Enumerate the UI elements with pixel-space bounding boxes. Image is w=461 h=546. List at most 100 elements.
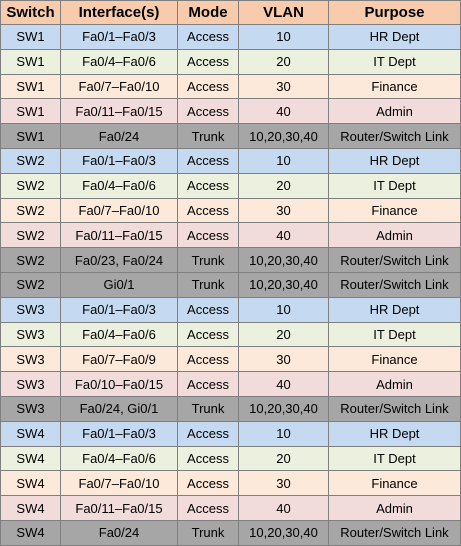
cell-switch: SW3 [0, 321, 61, 348]
cell-vlan: 40 [238, 371, 329, 397]
table-row: SW2 Fa0/7–Fa0/10 Access 30 Finance [0, 197, 461, 224]
table-row: SW4 Fa0/24 Trunk 10,20,30,40 Router/Switch L… [0, 519, 461, 546]
cell-purpose: IT Dept [328, 172, 461, 199]
cell-switch: SW2 [0, 247, 61, 273]
cell-interfaces: Fa0/23, Fa0/24 [60, 247, 178, 273]
cell-mode: Access [177, 420, 239, 447]
cell-interfaces: Fa0/4–Fa0/6 [60, 172, 178, 199]
header-interfaces: Interface(s) [60, 0, 178, 25]
cell-purpose: Finance [328, 346, 461, 373]
cell-purpose: Finance [328, 73, 461, 100]
cell-purpose: Admin [328, 495, 461, 521]
cell-switch: SW3 [0, 371, 61, 397]
cell-switch: SW1 [0, 123, 61, 149]
cell-switch: SW1 [0, 98, 61, 125]
cell-interfaces: Fa0/7–Fa0/10 [60, 197, 178, 224]
cell-mode: Access [177, 371, 239, 397]
cell-interfaces: Fa0/11–Fa0/15 [60, 222, 178, 249]
cell-switch: SW1 [0, 24, 61, 50]
cell-switch: SW3 [0, 395, 61, 422]
cell-purpose: Router/Switch Link [328, 395, 461, 422]
cell-mode: Access [177, 172, 239, 199]
header-switch: Switch [0, 0, 61, 25]
cell-switch: SW4 [0, 470, 61, 497]
cell-vlan: 20 [238, 172, 329, 199]
cell-interfaces: Fa0/7–Fa0/10 [60, 470, 178, 497]
cell-vlan: 10 [238, 147, 329, 174]
cell-vlan: 30 [238, 346, 329, 373]
cell-switch: SW4 [0, 519, 61, 546]
cell-mode: Access [177, 147, 239, 174]
table-row: SW1 Fa0/7–Fa0/10 Access 30 Finance [0, 73, 461, 100]
cell-mode: Trunk [177, 395, 239, 422]
cell-purpose: IT Dept [328, 445, 461, 472]
cell-purpose: IT Dept [328, 48, 461, 75]
cell-switch: SW4 [0, 445, 61, 472]
cell-mode: Access [177, 222, 239, 249]
cell-interfaces: Fa0/11–Fa0/15 [60, 98, 178, 125]
cell-interfaces: Fa0/1–Fa0/3 [60, 147, 178, 174]
cell-purpose: Admin [328, 98, 461, 125]
cell-vlan: 20 [238, 48, 329, 75]
cell-vlan: 10,20,30,40 [238, 247, 329, 273]
cell-mode: Access [177, 73, 239, 100]
cell-interfaces: Fa0/4–Fa0/6 [60, 48, 178, 75]
cell-switch: SW2 [0, 222, 61, 249]
cell-purpose: Router/Switch Link [328, 123, 461, 149]
table-row: SW1 Fa0/1–Fa0/3 Access 10 HR Dept [0, 24, 461, 50]
cell-vlan: 10,20,30,40 [238, 395, 329, 422]
cell-interfaces: Fa0/10–Fa0/15 [60, 371, 178, 397]
table-row: SW1 Fa0/4–Fa0/6 Access 20 IT Dept [0, 48, 461, 75]
cell-purpose: Finance [328, 197, 461, 224]
cell-vlan: 10 [238, 420, 329, 447]
table-row: SW4 Fa0/1–Fa0/3 Access 10 HR Dept [0, 420, 461, 447]
cell-interfaces: Gi0/1 [60, 271, 178, 298]
cell-mode: Trunk [177, 123, 239, 149]
cell-purpose: Router/Switch Link [328, 519, 461, 546]
cell-purpose: Router/Switch Link [328, 271, 461, 298]
cell-vlan: 10,20,30,40 [238, 271, 329, 298]
cell-mode: Trunk [177, 247, 239, 273]
cell-mode: Trunk [177, 271, 239, 298]
cell-vlan: 10 [238, 296, 329, 323]
cell-vlan: 30 [238, 197, 329, 224]
cell-mode: Trunk [177, 519, 239, 546]
cell-interfaces: Fa0/4–Fa0/6 [60, 445, 178, 472]
table-row: SW3 Fa0/4–Fa0/6 Access 20 IT Dept [0, 321, 461, 348]
table-body: SW1 Fa0/1–Fa0/3 Access 10 HR Dept SW1 Fa0/4–Fa… [0, 24, 461, 546]
table-row: SW3 Fa0/24, Gi0/1 Trunk 10,20,30,40 Router/S… [0, 395, 461, 422]
cell-switch: SW3 [0, 346, 61, 373]
cell-vlan: 30 [238, 73, 329, 100]
table-row: SW2 Fa0/1–Fa0/3 Access 10 HR Dept [0, 147, 461, 174]
cell-switch: SW2 [0, 147, 61, 174]
cell-mode: Access [177, 445, 239, 472]
cell-interfaces: Fa0/4–Fa0/6 [60, 321, 178, 348]
cell-purpose: Admin [328, 371, 461, 397]
cell-switch: SW2 [0, 271, 61, 298]
cell-interfaces: Fa0/24, Gi0/1 [60, 395, 178, 422]
table-row: SW2 Fa0/23, Fa0/24 Trunk 10,20,30,40 Router/… [0, 247, 461, 273]
cell-vlan: 10 [238, 24, 329, 50]
header-vlan: VLAN [238, 0, 329, 25]
cell-mode: Access [177, 24, 239, 50]
table-row: SW1 Fa0/24 Trunk 10,20,30,40 Router/Switch L… [0, 123, 461, 149]
cell-interfaces: Fa0/1–Fa0/3 [60, 24, 178, 50]
cell-purpose: Admin [328, 222, 461, 249]
cell-purpose: HR Dept [328, 296, 461, 323]
cell-switch: SW2 [0, 197, 61, 224]
table-row: SW2 Gi0/1 Trunk 10,20,30,40 Router/Switch Li… [0, 271, 461, 298]
table-row: SW4 Fa0/11–Fa0/15 Access 40 Admin [0, 495, 461, 521]
cell-purpose: HR Dept [328, 147, 461, 174]
header-mode: Mode [177, 0, 239, 25]
header-purpose: Purpose [328, 0, 461, 25]
table-row: SW3 Fa0/10–Fa0/15 Access 40 Admin [0, 371, 461, 397]
cell-mode: Access [177, 495, 239, 521]
cell-switch: SW1 [0, 48, 61, 75]
cell-purpose: HR Dept [328, 24, 461, 50]
cell-vlan: 40 [238, 98, 329, 125]
cell-mode: Access [177, 48, 239, 75]
cell-interfaces: Fa0/7–Fa0/10 [60, 73, 178, 100]
cell-purpose: HR Dept [328, 420, 461, 447]
table-row: SW3 Fa0/7–Fa0/9 Access 30 Finance [0, 346, 461, 373]
